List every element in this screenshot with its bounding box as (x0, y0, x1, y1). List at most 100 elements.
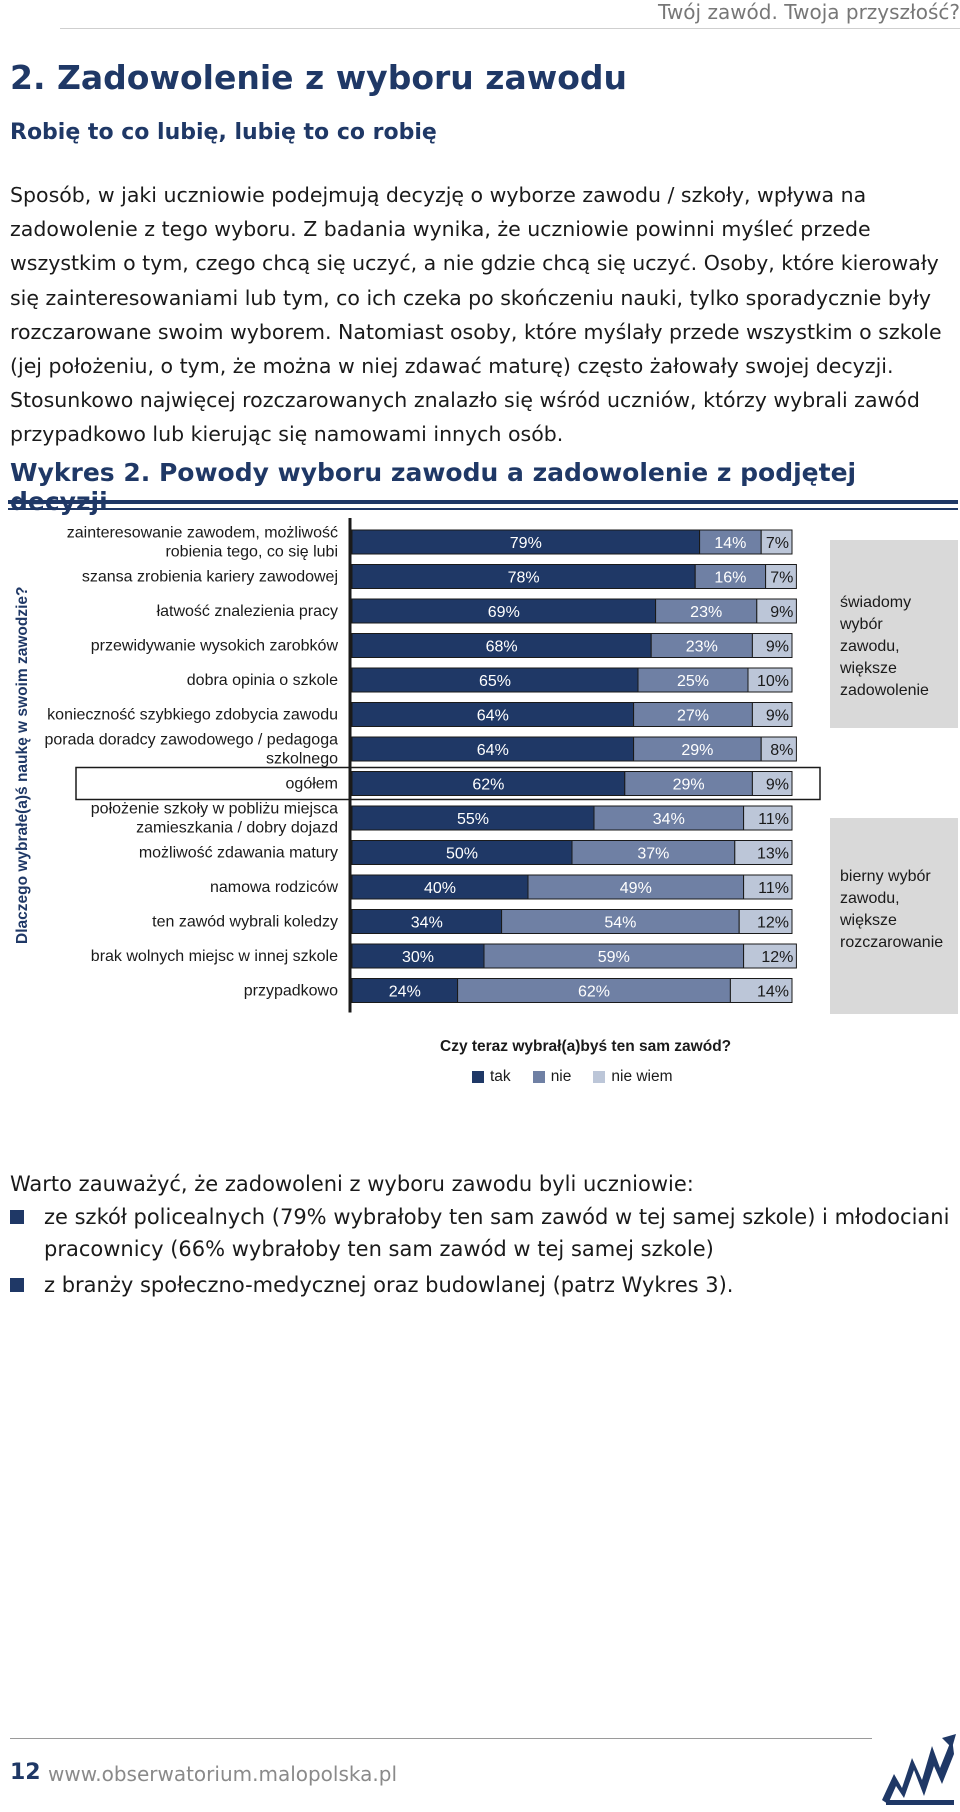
highlight-total-row (75, 766, 821, 801)
data-label: 62% (472, 777, 504, 794)
bar-segment-nie-wiem (760, 736, 797, 762)
legend-label-nie: nie (550, 1068, 572, 1085)
data-label: 8% (770, 742, 793, 759)
data-label: 7% (766, 535, 789, 552)
data-label: 54% (604, 915, 636, 932)
legend-label-tak: tak (490, 1068, 511, 1085)
data-label: 9% (766, 777, 789, 794)
category-label: dobra opinia o szkole (187, 672, 338, 689)
after-chart-lead: Warto zauważyć, że zadowoleni z wyboru z… (10, 1172, 694, 1196)
bar-segment-nie (699, 529, 762, 555)
page-number: 12 (10, 1760, 41, 1785)
annotation-box-satisfied: świadomy wybór zawodu, większe zadowolen… (830, 540, 958, 728)
bar-segment-tak (351, 805, 595, 831)
legend-item-tak: tak (472, 1068, 511, 1086)
data-label: 11% (758, 880, 789, 897)
category-label: szansa zrobienia kariery zawodowej (82, 569, 338, 586)
bar-segment-nie-wiem (760, 529, 793, 555)
category-label: ogółem (286, 776, 338, 793)
bar-segment-tak (351, 771, 626, 796)
legend-item-nie-wiem: nie wiem (593, 1068, 673, 1086)
data-label: 10% (757, 673, 789, 690)
category-label: konieczność szybkiego zdobycia zawodu (47, 707, 338, 724)
list-item-text: ze szkół policealnych (79% wybrałoby ten… (44, 1205, 950, 1261)
bar-segment-tak (351, 909, 503, 934)
category-label: przypadkowo (244, 983, 338, 1000)
bar-segment-nie-wiem (751, 633, 793, 658)
data-label: 14% (757, 984, 789, 1001)
bar-segment-nie-wiem (751, 702, 793, 727)
bar-segment-nie (501, 909, 740, 934)
bar-segment-nie-wiem (765, 564, 797, 589)
data-label: 64% (477, 742, 509, 759)
data-label: 12% (761, 949, 793, 966)
data-label: 16% (714, 570, 746, 587)
data-label: 11% (758, 811, 789, 828)
annotation-line: rozczarowanie (840, 934, 944, 951)
legend-item-nie: nie (532, 1068, 572, 1086)
bar-segment-nie (593, 805, 745, 831)
bar-segment-nie-wiem (751, 771, 793, 796)
bar-segment-nie-wiem (743, 943, 797, 969)
figure-rule (8, 500, 958, 504)
bar-segment-tak (351, 840, 573, 865)
bar-segment-nie-wiem (743, 805, 793, 831)
data-label: 49% (620, 880, 652, 897)
data-label: 55% (457, 811, 489, 828)
footer-rule (10, 1738, 872, 1739)
data-label: 29% (673, 777, 705, 794)
data-label: 9% (766, 639, 789, 656)
data-label: 79% (510, 535, 542, 552)
annotation-line: większe (840, 912, 897, 929)
list-item: z branży społeczno-medycznej oraz budowl… (10, 1269, 955, 1301)
category-label: namowa rodziców (210, 879, 339, 896)
section-subtitle: Robię to co lubię, lubię to co robię (10, 120, 437, 145)
bar-segment-tak (351, 529, 701, 555)
data-label: 23% (686, 639, 718, 656)
annotation-line: zawodu, (840, 890, 900, 907)
category-label: możliwość zdawania matury (139, 845, 338, 862)
data-label: 23% (690, 604, 722, 621)
annotation-line: większe (840, 660, 897, 677)
category-label: brak wolnych miejsc w innej szkole (91, 948, 338, 965)
annotation-line: bierny wybór (840, 868, 931, 885)
data-label: 78% (508, 570, 540, 587)
data-label: 40% (424, 880, 456, 897)
bar-segment-nie (483, 943, 745, 969)
figure-rule-thin (8, 508, 958, 510)
data-label: 65% (479, 673, 511, 690)
stacked-bar-chart: zainteresowanie zawodem, możliwość robien… (44, 518, 821, 1013)
intro-paragraph: Sposób, w jaki uczniowie podejmują decyz… (10, 183, 942, 447)
bar-segment-nie-wiem (743, 874, 793, 900)
annotation-line: świadomy (840, 594, 912, 611)
bar-segment-nie (655, 598, 758, 624)
legend-title: Czy teraz wybrał(a)byś ten sam zawód? (440, 1038, 732, 1055)
data-label: 13% (757, 846, 789, 863)
bullet-square-icon (10, 1210, 24, 1224)
category-label: przewidywanie wysokich zarobków (91, 638, 339, 655)
bar-segment-tak (351, 874, 529, 900)
bar-segment-nie (624, 771, 753, 796)
list-item-text: z branży społeczno-medycznej oraz budowl… (44, 1273, 734, 1297)
bar-segment-nie (633, 702, 753, 727)
bullet-square-icon (10, 1278, 24, 1292)
bar-segment-nie-wiem (756, 598, 797, 624)
bar-segment-nie (637, 667, 749, 693)
annotation-line: zawodu, (840, 638, 900, 655)
category-label: położenie szkoły w pobliżu miejsca (91, 801, 338, 818)
category-label: robienia tego, co się lubi (165, 544, 338, 561)
data-label: 12% (757, 915, 789, 932)
data-label: 9% (766, 708, 789, 725)
category-label: zainteresowanie zawodem, możliwość (67, 525, 338, 542)
bar-segment-nie-wiem (738, 909, 793, 934)
data-label: 14% (714, 535, 746, 552)
data-label: 62% (578, 984, 610, 1001)
data-label: 34% (653, 811, 685, 828)
bar-segment-nie (457, 978, 731, 1003)
data-label: 7% (770, 570, 793, 587)
footer-url: www.obserwatorium.malopolska.pl (48, 1762, 397, 1786)
findings-list: ze szkół policealnych (79% wybrałoby ten… (10, 1201, 955, 1305)
bar-segment-nie (571, 840, 736, 865)
data-label: 59% (598, 949, 630, 966)
annotation-line: zadowolenie (840, 682, 929, 699)
